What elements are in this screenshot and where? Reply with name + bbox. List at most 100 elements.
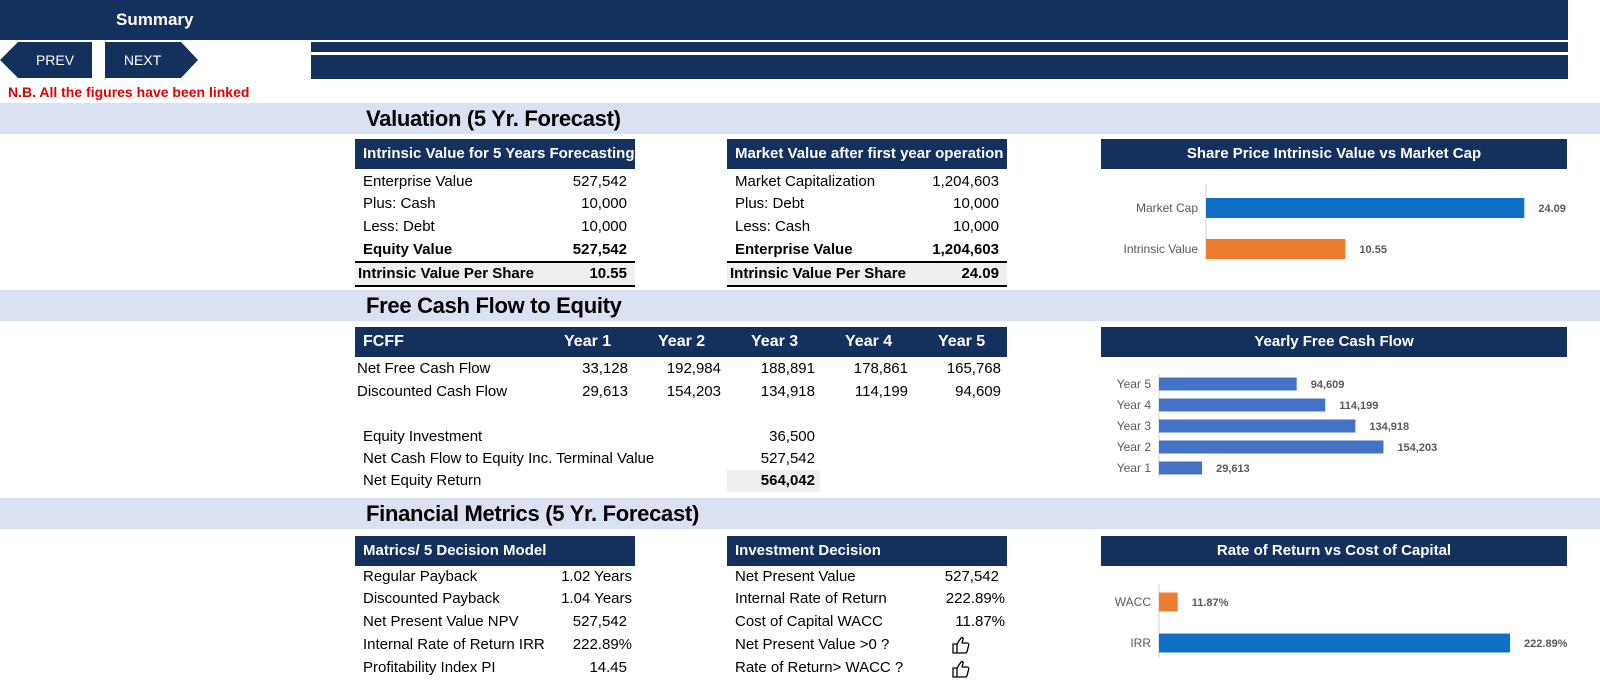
row-value: 24.09: [961, 265, 999, 282]
row-label: Net Present Value NPV: [363, 613, 519, 630]
row-label: Plus: Debt: [735, 195, 805, 212]
intrinsic-per-share-row: Intrinsic Value Per Share 10.55: [355, 261, 635, 287]
cell-value: 29,613: [582, 383, 628, 400]
table-row: Enterprise Value 1,204,603: [735, 239, 1007, 261]
prev-button[interactable]: PREV: [0, 42, 92, 78]
decision-model-header: Matrics/ 5 Decision Model: [355, 536, 635, 566]
metrics-title: Financial Metrics (5 Yr. Forecast): [366, 501, 699, 526]
table-row: Discounted Payback 1.04 Years: [363, 588, 635, 610]
category-label: Intrinsic Value: [1124, 242, 1199, 256]
row-value: 527,542: [572, 613, 627, 630]
intrinsic-header: Intrinsic Value for 5 Years Forecasting: [355, 139, 635, 169]
row-label: Less: Debt: [363, 218, 435, 235]
row-label: Regular Payback: [363, 568, 478, 585]
table-row: Equity Value 527,542: [363, 239, 635, 261]
table-row: Plus: Cash 10,000: [363, 193, 635, 215]
row-label: Net Present Value >0 ?: [735, 636, 890, 653]
cell-value: 134,918: [760, 383, 815, 400]
row-label: Enterprise Value: [735, 241, 853, 258]
row-label: Cost of Capital WACC: [735, 613, 883, 630]
row-value: 10,000: [953, 218, 999, 235]
cell-value: 114,199: [854, 383, 908, 400]
category-label: Year 4: [1117, 398, 1152, 412]
row-label: Discounted Cash Flow: [357, 383, 508, 400]
row-value: 14.45: [589, 659, 627, 676]
row-value: 1,204,603: [932, 173, 999, 190]
bar: [1159, 440, 1384, 454]
row-value: 10,000: [953, 195, 999, 212]
row-value: 564,042: [760, 472, 815, 489]
category-label: WACC: [1115, 595, 1152, 609]
row-label: Net Equity Return: [363, 472, 482, 489]
table-row: Discounted Cash Flow 29,613 154,203 134,…: [357, 381, 1007, 403]
table-row: Plus: Debt 10,000: [735, 193, 1007, 215]
category-label: IRR: [1130, 636, 1151, 650]
chart-title: Share Price Intrinsic Value vs Market Ca…: [1101, 139, 1567, 169]
row-label: Discounted Payback: [363, 590, 500, 607]
row-value: 527,542: [760, 450, 815, 467]
table-row: Net Cash Flow to Equity Inc. Terminal Va…: [363, 448, 820, 470]
fcfe-title: Free Cash Flow to Equity: [366, 293, 622, 318]
row-label: Net Present Value: [735, 568, 856, 585]
data-label: 114,199: [1339, 400, 1378, 412]
chart-title: Yearly Free Cash Flow: [1101, 327, 1567, 357]
row-value: 527,542: [572, 241, 627, 258]
data-label: 29,613: [1216, 463, 1250, 475]
bar: [1159, 633, 1511, 653]
data-label: 154,203: [1397, 442, 1437, 454]
year-header: Year 1: [564, 333, 612, 350]
row-value: 1,204,603: [932, 241, 999, 258]
fcff-header: FCFF: [355, 327, 1007, 357]
table-row: Market Capitalization 1,204,603: [735, 171, 1007, 193]
bar: [1159, 419, 1356, 433]
row-value: 10,000: [581, 218, 627, 235]
net-equity-return-cell-bg: [727, 470, 820, 492]
table-row: Profitability Index PI 14.45: [363, 657, 635, 679]
category-label: Year 3: [1117, 419, 1152, 433]
cell-value: 178,861: [853, 360, 908, 377]
page-title: Summary: [116, 10, 194, 29]
row-label: Equity Value: [363, 241, 453, 258]
cell-value: 188,891: [760, 360, 815, 377]
row-value: 222.89%: [572, 636, 632, 653]
share-price-chart: Market Cap 24.09 Intrinsic Value 10.55: [1124, 184, 1566, 260]
rate-of-return-chart: WACC 11.87% IRR 222.89%: [1115, 584, 1567, 658]
table-row: Net Free Cash Flow 33,128 192,984 188,89…: [357, 358, 1007, 380]
row-label: Internal Rate of Return: [735, 590, 887, 607]
bar: [1159, 592, 1178, 612]
year-header: Year 3: [751, 333, 799, 350]
bar: [1206, 198, 1525, 218]
data-label: 24.09: [1538, 203, 1566, 215]
table-row: Less: Debt 10,000: [363, 216, 635, 238]
table-row: Net Present Value NPV 527,542: [363, 611, 635, 633]
table-row: Enterprise Value 527,542: [363, 171, 635, 193]
category-label: Year 1: [1117, 461, 1152, 475]
thumbs-up-icon: [952, 660, 970, 678]
row-label: Rate of Return> WACC ?: [735, 659, 904, 676]
row-label: Market Capitalization: [735, 173, 876, 190]
cell-value: 192,984: [666, 360, 721, 377]
row-label: Equity Investment: [363, 428, 483, 445]
row-label: Less: Cash: [735, 218, 811, 235]
row-value: 36,500: [769, 428, 815, 445]
investment-header: Investment Decision: [727, 536, 1007, 566]
table-row: Net Present Value 527,542: [735, 566, 1007, 588]
market-per-share-row: Intrinsic Value Per Share 24.09: [727, 261, 1007, 287]
next-button[interactable]: NEXT: [105, 42, 198, 78]
row-value: 1.04 Years: [561, 590, 632, 607]
row-value: 10.55: [589, 265, 627, 282]
data-label: 11.87%: [1192, 597, 1229, 609]
bar: [1159, 461, 1203, 475]
data-label: 134,918: [1369, 421, 1409, 433]
header-strip-lower: [311, 55, 1568, 79]
table-row: Regular Payback 1.02 Years: [363, 566, 635, 588]
table-row: Equity Investment 36,500: [363, 426, 820, 448]
table-row: Internal Rate of Return 222.89%: [735, 588, 1007, 610]
row-label: Internal Rate of Return IRR: [363, 636, 545, 653]
yearly-fcf-chart: Year 5 94,609 Year 4 114,199 Year 3 134,918 Ye…: [1117, 374, 1437, 478]
row-label: Profitability Index PI: [363, 659, 496, 676]
data-label: 10.55: [1359, 244, 1387, 256]
fcff-header-label: FCFF: [363, 333, 404, 350]
cell-value: 154,203: [666, 383, 721, 400]
row-value: 1.02 Years: [561, 568, 632, 585]
